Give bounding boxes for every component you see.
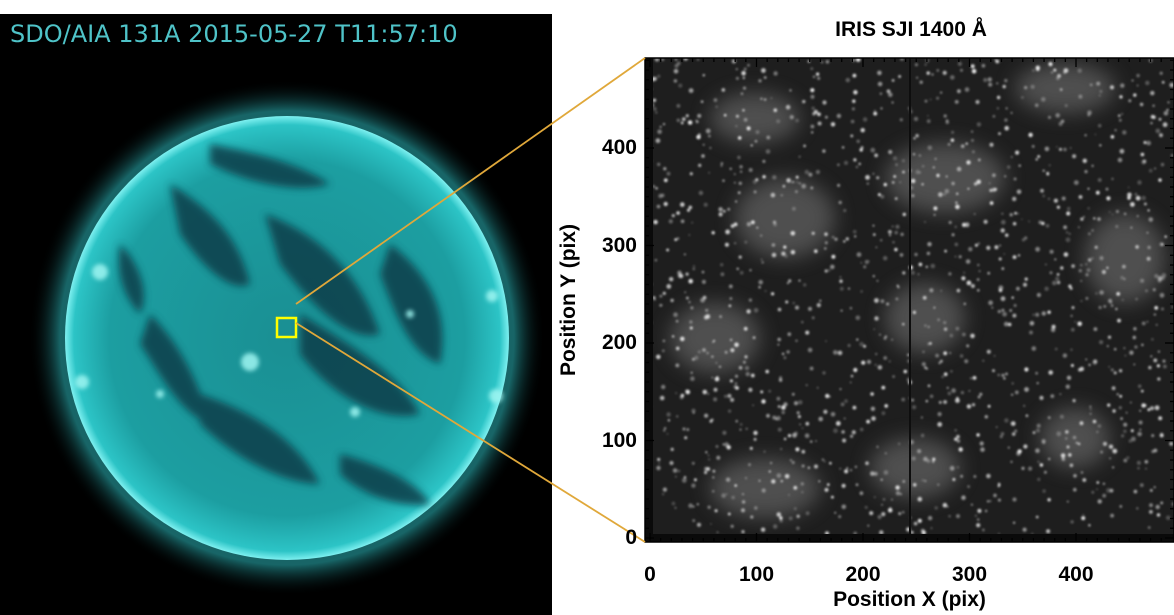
y-tick-label: 200 xyxy=(601,331,637,354)
x-axis-label: Position X (pix) xyxy=(833,588,986,611)
y-tick-label: 400 xyxy=(601,136,637,159)
sun-disk xyxy=(29,80,545,596)
y-axis-label-text: Position Y (pix) xyxy=(557,223,580,377)
y-tick-label: 0 xyxy=(625,526,637,549)
x-tick-label: 400 xyxy=(1058,563,1094,586)
y-tick-label: 300 xyxy=(601,233,637,257)
iris-image-title: IRIS SJI 1400 Å xyxy=(835,18,987,41)
aia-full-disk-image: SDO/AIA 131A 2015-05-27 T11:57:10 xyxy=(0,14,552,615)
x-tick-label: 0 xyxy=(644,563,656,586)
x-tick-label: 300 xyxy=(951,563,988,586)
iris-sji-image xyxy=(645,58,1174,542)
x-tick-label: 200 xyxy=(845,563,881,586)
aia-image-title: SDO/AIA 131A 2015-05-27 T11:57:10 xyxy=(10,20,458,48)
x-tick-label: 100 xyxy=(738,563,775,586)
iris-texture xyxy=(645,58,1174,542)
y-tick-label: 100 xyxy=(601,428,637,452)
